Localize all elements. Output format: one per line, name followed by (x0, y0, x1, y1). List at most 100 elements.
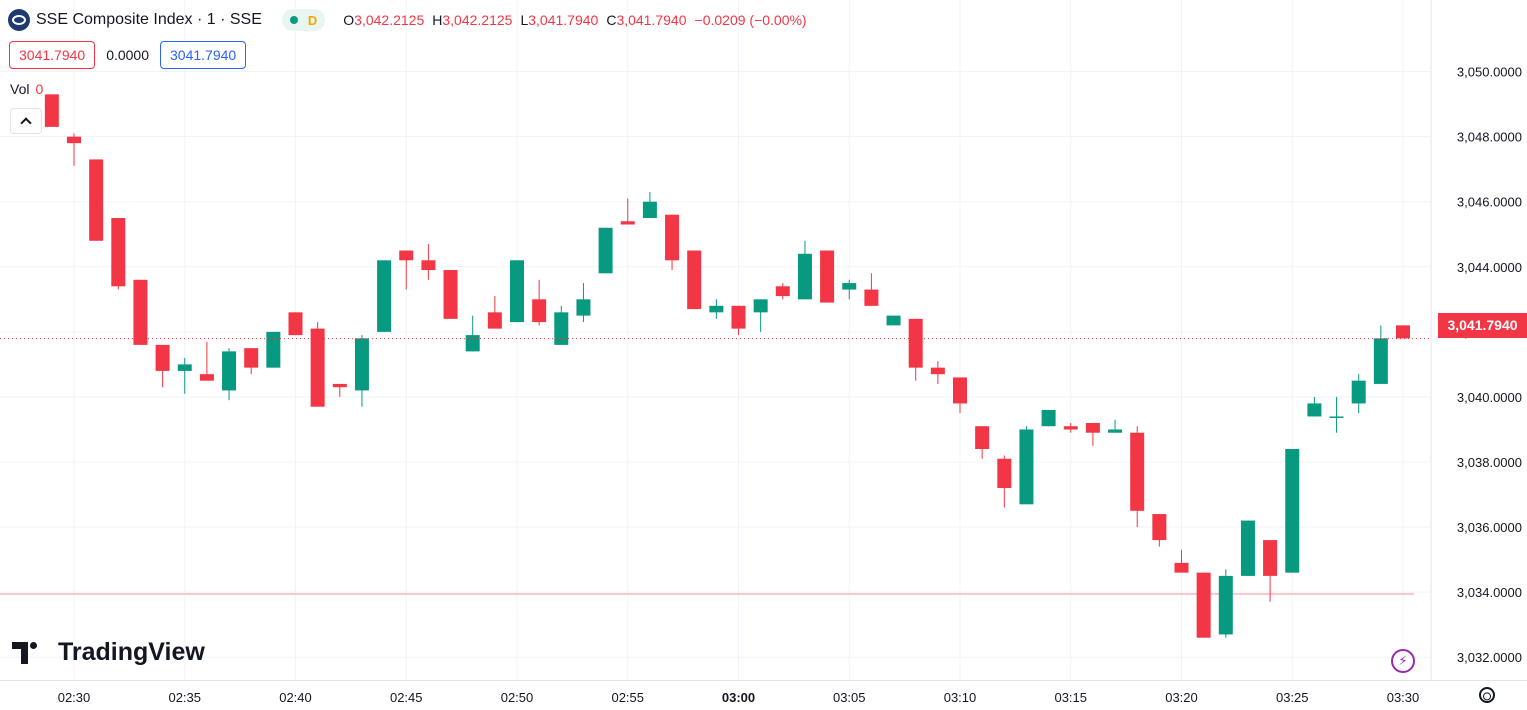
candle (199, 341, 214, 381)
candle (886, 315, 901, 326)
candle (1218, 569, 1233, 638)
candle-body (155, 344, 170, 371)
logo-icon (8, 9, 30, 31)
candle-body (731, 305, 746, 329)
y-tick-label: 3,048.0000 (1457, 130, 1522, 145)
candle-body (89, 159, 104, 241)
candle-body (111, 217, 126, 287)
candle-body (820, 250, 835, 303)
candle (1263, 540, 1278, 602)
x-tick-label: 03:30 (1387, 690, 1420, 705)
candle-body (1240, 520, 1255, 576)
candle (510, 260, 524, 323)
candle-body (908, 318, 923, 368)
candle (354, 335, 369, 407)
quote-row: 3041.7940 0.0000 3041.7940 (9, 41, 247, 69)
close-value: 3,041.7940 (616, 12, 687, 28)
candle-body (1351, 380, 1366, 404)
candle-body (44, 94, 59, 127)
source-badge[interactable]: D (281, 9, 326, 31)
candle (67, 133, 81, 166)
y-tick-label: 3,044.0000 (1457, 260, 1522, 275)
y-tick-label: 3,038.0000 (1457, 455, 1522, 470)
candle (332, 383, 347, 397)
candle (288, 312, 303, 336)
candle-body (797, 253, 812, 300)
candle-body (1285, 448, 1300, 573)
candle (532, 279, 547, 326)
candle (598, 227, 613, 274)
candle-body (288, 312, 303, 336)
y-tick-label: 3,046.0000 (1457, 195, 1522, 210)
candle-body (1218, 575, 1233, 635)
volume-legend[interactable]: Vol 0 (10, 81, 43, 97)
candle (731, 305, 746, 336)
candle (421, 244, 436, 280)
price-axis[interactable]: 3,032.0000 3,034.0000 3,036.0000 3,038.0000… (1457, 65, 1522, 666)
candle (930, 361, 945, 384)
y-tick-label: 3,040.0000 (1457, 390, 1522, 405)
candle-body (465, 335, 480, 352)
candle (554, 305, 569, 345)
candle (864, 273, 879, 306)
sell-price-button[interactable]: 3041.7940 (9, 41, 96, 69)
candle (1063, 422, 1078, 433)
candle (377, 260, 392, 332)
x-tick-label: 03:00 (722, 690, 755, 705)
candle-body (642, 201, 657, 218)
lightning-icon[interactable]: ⚡ (1391, 649, 1415, 673)
x-tick-label: 02:45 (390, 690, 423, 705)
candle-body (133, 279, 148, 345)
candle (44, 94, 59, 127)
candle-body (1329, 416, 1344, 418)
spread-value: 0.0000 (106, 47, 150, 63)
x-tick-label: 03:10 (944, 690, 977, 705)
candle (399, 250, 414, 290)
candle-body (775, 286, 790, 297)
candle-body (576, 299, 591, 316)
time-axis[interactable]: 02:30 02:35 02:40 02:45 02:50 02:55 03:00 03:05… (58, 690, 1420, 705)
candle (842, 279, 857, 300)
candle-body (1108, 429, 1123, 433)
buy-price-button[interactable]: 3041.7940 (160, 41, 247, 69)
source-badge-letter: D (307, 12, 318, 28)
candle (89, 159, 104, 241)
symbol-title[interactable]: SSE Composite Index · 1 · SSE (36, 11, 262, 28)
candle-body (399, 250, 414, 261)
candle-body (1085, 422, 1100, 433)
candle-body (354, 338, 369, 391)
candle (975, 426, 990, 459)
candle (620, 198, 635, 225)
candle-body (487, 312, 502, 329)
x-tick-label: 02:40 (279, 690, 312, 705)
candle (820, 250, 835, 303)
candle-body (997, 458, 1012, 489)
candle-body (1263, 540, 1278, 576)
candles (44, 94, 1410, 638)
candle (997, 455, 1012, 508)
candle-body (598, 227, 613, 274)
candle (111, 217, 126, 290)
candle (1373, 325, 1388, 384)
candle-body (953, 377, 967, 404)
candle-body (1174, 562, 1189, 573)
candle (1307, 396, 1322, 417)
candle (1174, 549, 1189, 573)
candle (1152, 514, 1167, 547)
chevron-up-icon[interactable] (10, 108, 42, 134)
chart-header: SSE Composite Index · 1 · SSE D O3,042.2… (8, 8, 807, 32)
candle (709, 299, 724, 319)
candle-body (67, 136, 81, 144)
candle-body (266, 331, 281, 368)
candle-body (1373, 338, 1388, 384)
candle-body (1019, 429, 1034, 505)
candle (244, 348, 259, 375)
x-tick-label: 02:55 (611, 690, 644, 705)
x-tick-label: 02:35 (168, 690, 201, 705)
x-tick-label: 02:50 (501, 690, 534, 705)
candle-body (554, 312, 569, 345)
tradingview-logo[interactable]: TradingView (12, 638, 205, 667)
change-value: −0.0209 (−0.00%) (694, 12, 807, 28)
candle (687, 250, 702, 310)
